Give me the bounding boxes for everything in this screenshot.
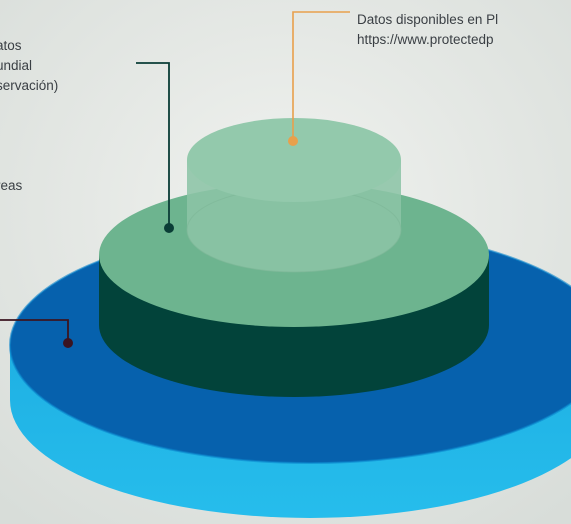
leader-orange-dot	[288, 136, 298, 146]
leader-dark-line	[136, 62, 170, 228]
label-top-right: Datos disponibles en Pl https://www.prot…	[357, 10, 498, 50]
top-tier	[186, 118, 402, 273]
leader-dark-dot	[164, 223, 174, 233]
leader-darkred-line	[0, 319, 69, 343]
label-top-left: atos undial servación)	[0, 36, 58, 96]
top-tier-top	[187, 118, 401, 202]
label-mid-left-line1: reas	[0, 178, 23, 193]
label-top-right-line1: Datos disponibles en Pl	[357, 12, 499, 27]
leader-orange	[288, 11, 350, 146]
leader-darkred-dot	[63, 338, 73, 348]
label-top-left-line1: atos	[0, 38, 22, 53]
label-top-left-line2: undial	[0, 58, 33, 73]
leader-dark	[136, 62, 174, 233]
label-top-right-line2: https://www.protectedp	[357, 32, 494, 47]
leader-orange-line	[292, 11, 350, 141]
leader-darkred	[0, 319, 73, 348]
label-mid-left: reas	[0, 176, 22, 196]
label-top-left-line3: servación)	[0, 78, 59, 93]
